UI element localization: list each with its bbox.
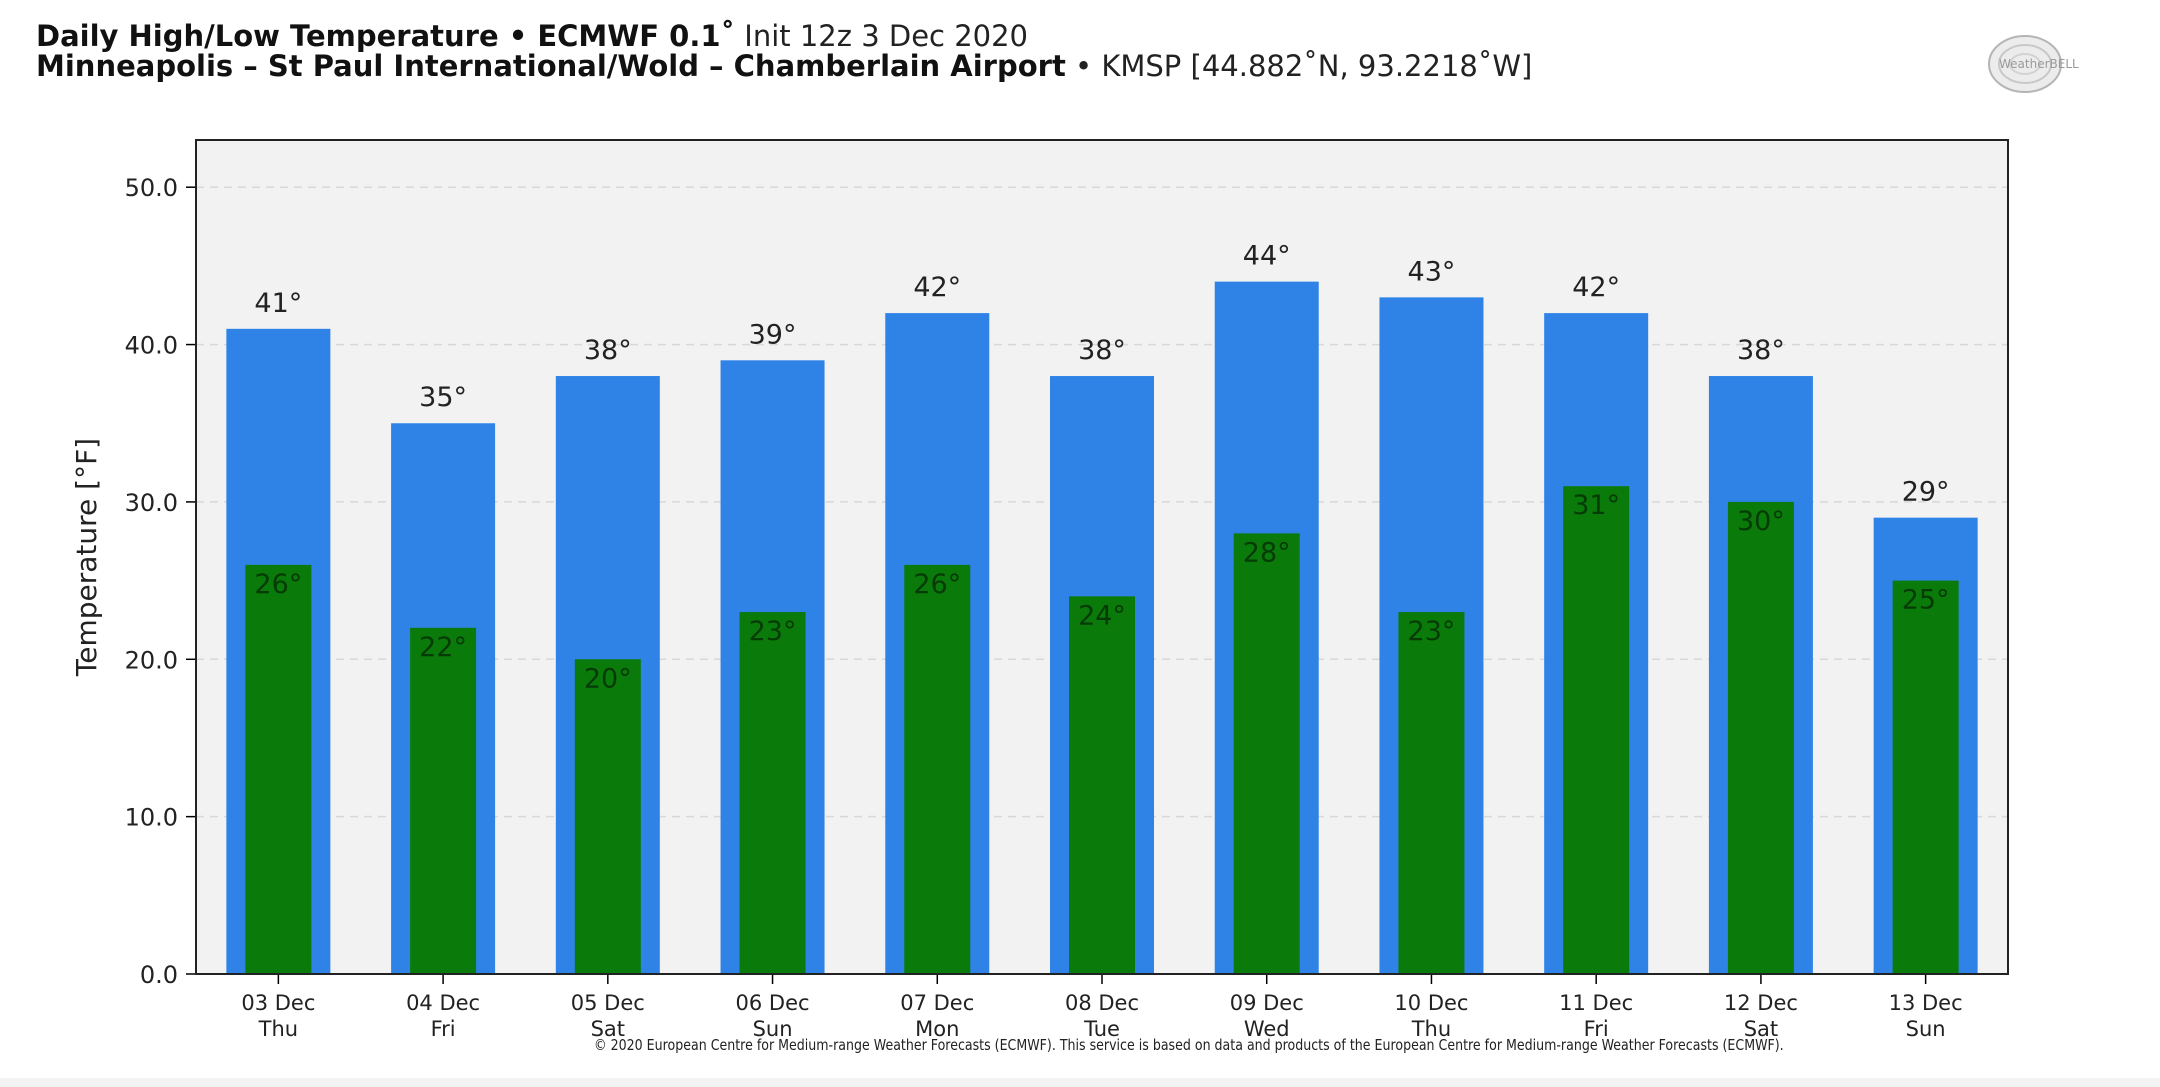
x-tick-day-label: Sat [591, 1017, 625, 1041]
low-value-label: 23° [749, 616, 797, 647]
x-tick-label: 03 Dec [241, 991, 315, 1015]
low-value-label: 20° [584, 663, 632, 694]
x-tick-day-label: Wed [1244, 1017, 1290, 1041]
y-tick-label: 40.0 [125, 332, 178, 360]
chart-title-main: Daily High/Low Temperature • ECMWF 0.1˚ [36, 19, 736, 53]
x-tick-day-label: Thu [1411, 1017, 1451, 1041]
low-value-label: 26° [913, 569, 961, 600]
x-tick-label: 12 Dec [1724, 991, 1798, 1015]
high-value-label: 42° [913, 272, 961, 303]
station-coordinates: • KMSP [44.882˚N, 93.2218˚W] [1065, 49, 1533, 83]
low-value-label: 30° [1737, 506, 1785, 537]
x-tick-label: 06 Dec [736, 991, 810, 1015]
x-tick-day-label: Tue [1083, 1017, 1120, 1041]
copyright-notice: © 2020 European Centre for Medium-range … [594, 1036, 1784, 1054]
low-value-label: 25° [1902, 585, 1950, 616]
x-tick-label: 11 Dec [1559, 991, 1633, 1015]
low-bar [739, 612, 806, 974]
x-tick-day-label: Thu [258, 1017, 298, 1041]
y-axis-label: Temperature [°F] [70, 438, 103, 677]
weatherbell-logo: WeatherBELL [1988, 35, 2079, 93]
high-value-label: 38° [584, 335, 632, 366]
x-tick-day-label: Sun [753, 1017, 793, 1041]
bottom-strip [0, 1078, 2160, 1087]
x-tick-label: 08 Dec [1065, 991, 1139, 1015]
x-tick-day-label: Sat [1744, 1017, 1778, 1041]
low-bar [1069, 596, 1135, 974]
low-value-label: 28° [1243, 537, 1291, 568]
x-tick-label: 13 Dec [1889, 991, 1963, 1015]
low-bar [1398, 612, 1465, 974]
x-tick-label: 09 Dec [1230, 991, 1304, 1015]
chart-subtitle: Minneapolis – St Paul International/Wold… [36, 52, 1532, 81]
chart-title-init: Init 12z 3 Dec 2020 [735, 19, 1029, 53]
high-value-label: 29° [1902, 477, 1950, 508]
x-tick-label: 10 Dec [1394, 991, 1468, 1015]
x-tick-label: 04 Dec [406, 991, 480, 1015]
low-bar [1892, 580, 1959, 974]
low-bar [1727, 501, 1794, 974]
x-tick-day-label: Fri [1584, 1017, 1609, 1041]
x-tick-day-label: Fri [431, 1017, 456, 1041]
y-tick-label: 30.0 [125, 489, 178, 517]
station-name: Minneapolis – St Paul International/Wold… [36, 49, 1066, 83]
high-value-label: 35° [419, 382, 467, 413]
y-tick-label: 0.0 [140, 961, 178, 989]
y-tick-label: 10.0 [125, 804, 178, 832]
low-bar [410, 627, 477, 974]
low-value-label: 31° [1572, 490, 1620, 521]
low-value-label: 22° [419, 632, 467, 663]
high-value-label: 43° [1408, 256, 1456, 287]
low-value-label: 26° [254, 569, 302, 600]
high-value-label: 38° [1078, 335, 1126, 366]
y-tick-label: 50.0 [125, 174, 178, 202]
high-value-label: 38° [1737, 335, 1785, 366]
low-bar [1563, 486, 1630, 974]
high-value-label: 42° [1572, 272, 1620, 303]
plot-frame [195, 139, 2009, 975]
low-value-label: 23° [1408, 616, 1456, 647]
x-tick-label: 05 Dec [571, 991, 645, 1015]
svg-text:WeatherBELL: WeatherBELL [1999, 57, 2079, 71]
high-value-label: 44° [1243, 241, 1291, 272]
low-bar [1233, 533, 1300, 974]
x-tick-label: 07 Dec [900, 991, 974, 1015]
low-value-label: 24° [1078, 600, 1126, 631]
low-bar [245, 564, 312, 974]
y-tick-label: 20.0 [125, 646, 178, 674]
chart-title: Daily High/Low Temperature • ECMWF 0.1˚ … [36, 22, 1028, 51]
low-bar [574, 659, 641, 974]
low-bar [904, 564, 971, 974]
high-value-label: 39° [749, 319, 797, 350]
high-value-label: 41° [254, 288, 302, 319]
x-tick-day-label: Mon [915, 1017, 959, 1041]
x-tick-day-label: Sun [1906, 1017, 1946, 1041]
